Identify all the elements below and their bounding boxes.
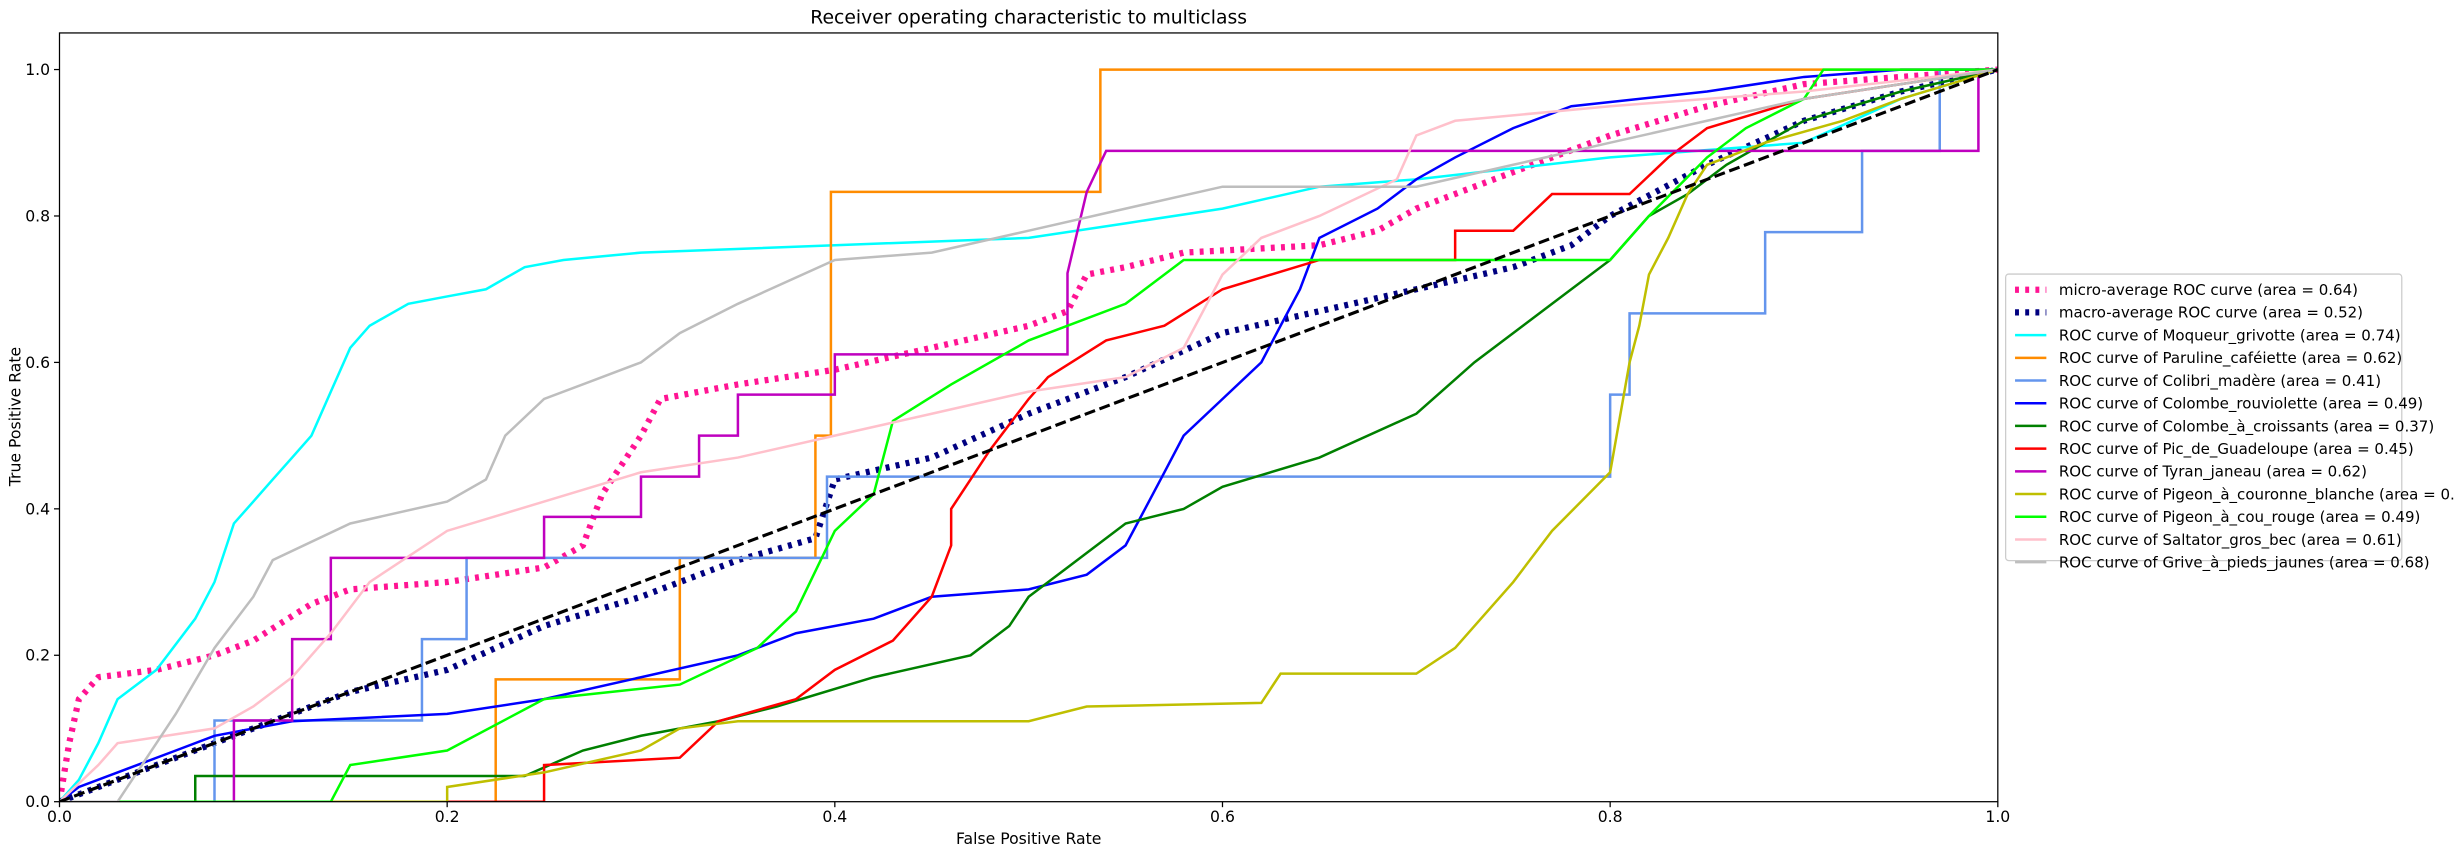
series-line-5 <box>59 68 1998 802</box>
y-tick-label: 0.8 <box>25 206 50 225</box>
series-line-0 <box>59 66 1998 802</box>
axis-ticks: 0.0 0.2 0.4 0.6 0.8 1.0 0.0 0.2 0.4 0.6 0.8 1.0 <box>25 60 2010 826</box>
legend-entry-label: ROC curve of Tyran_janeau (area = 0.62) <box>2059 463 2367 482</box>
x-tick-label: 0.0 <box>47 807 72 826</box>
series-line-10 <box>59 68 1998 802</box>
legend-entry-label: ROC curve of Paruline_caféiette (area = … <box>2059 349 2402 368</box>
y-tick-label: 0.0 <box>25 792 50 811</box>
legend-entry-label: ROC curve of Pigeon_à_couronne_blanche (… <box>2059 485 2455 504</box>
y-tick-label: 1.0 <box>25 60 50 79</box>
y-tick-label: 0.2 <box>25 646 50 665</box>
series-line-7 <box>59 68 1998 802</box>
legend-entry-label: macro-average ROC curve (area = 0.52) <box>2059 304 2363 322</box>
series-line-1 <box>59 66 1998 802</box>
legend-entry-label: ROC curve of Saltator_gros_bec (area = 0… <box>2059 531 2402 550</box>
chart-title: Receiver operating characteristic to mul… <box>810 8 1247 29</box>
y-axis-label: True Positive Rate <box>5 347 24 487</box>
legend-entry-label: ROC curve of Colombe_à_croissants (area … <box>2059 417 2434 436</box>
plot-frame <box>58 32 1999 803</box>
legend-entry-label: ROC curve of Colibri_madère (area = 0.41… <box>2059 372 2381 391</box>
x-tick-label: 0.2 <box>435 807 460 826</box>
series-line-4 <box>59 68 1998 802</box>
series-line-6 <box>59 68 1998 802</box>
x-tick-label: 1.0 <box>1985 807 2010 826</box>
legend-entry-label: ROC curve of Grive_à_pieds_jaunes (area … <box>2059 553 2430 572</box>
x-tick-label: 0.8 <box>1598 807 1623 826</box>
x-tick-label: 0.4 <box>822 807 847 826</box>
series-line-12 <box>59 68 1998 802</box>
legend-entry-label: micro-average ROC curve (area = 0.64) <box>2059 281 2358 299</box>
legend-frame <box>2005 273 2403 562</box>
legend-entry-label: ROC curve of Pic_de_Guadeloupe (area = 0… <box>2059 440 2414 459</box>
x-tick-label: 0.6 <box>1210 807 1235 826</box>
y-tick-label: 0.4 <box>25 499 50 518</box>
y-tick-label: 0.6 <box>25 353 50 372</box>
legend-entry-label: ROC curve of Pigeon_à_cou_rouge (area = … <box>2059 508 2421 527</box>
series-line-3 <box>59 68 1998 802</box>
legend: micro-average ROC curve (area = 0.64) mac… <box>2005 273 2455 572</box>
legend-entry-label: ROC curve of Moqueur_grivotte (area = 0.… <box>2059 326 2401 345</box>
series-line-11 <box>59 68 1998 802</box>
series-line-8 <box>59 68 1998 802</box>
chance-diagonal-line <box>59 68 1998 802</box>
series-line-9 <box>59 68 1998 802</box>
x-axis-label: False Positive Rate <box>956 829 1101 848</box>
legend-entry-label: ROC curve of Colombe_rouviolette (area =… <box>2059 395 2423 414</box>
series-layer <box>59 66 1998 802</box>
